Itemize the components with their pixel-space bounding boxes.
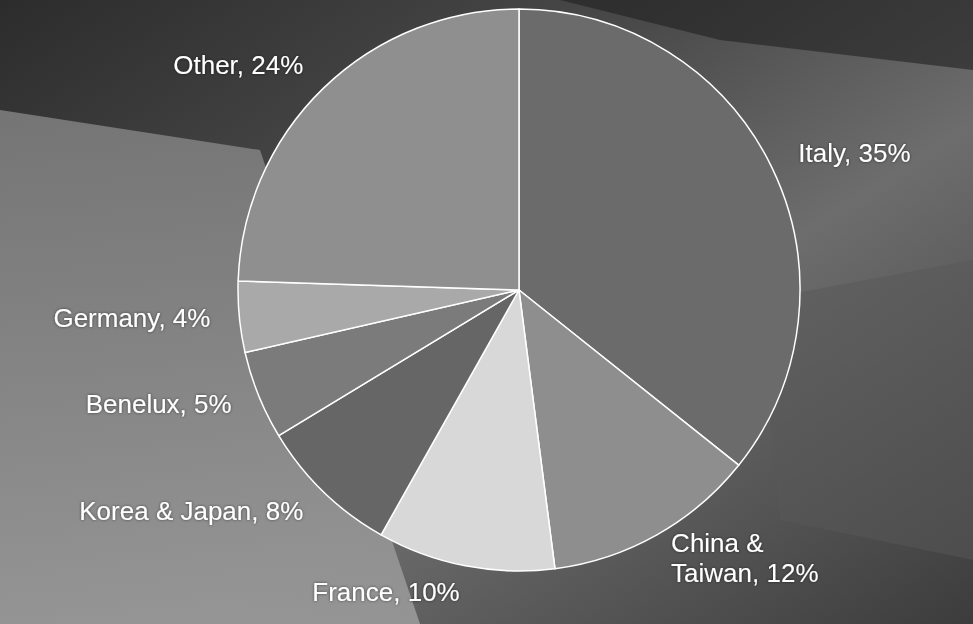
slices: ItalyChina & TaiwanFranceKorea & JapanBe… [238,9,800,571]
slice-label: Benelux, 5% [86,389,232,419]
slice-label: Korea & Japan, 8% [79,496,303,526]
labels: Italy, 35% China &Taiwan, 12% France, 10% K… [53,50,910,607]
chart: ItalyChina & TaiwanFranceKorea & JapanBe… [0,0,973,624]
pie-slice: Germany [238,281,519,353]
slice-label: Other, 24% [173,50,303,80]
slice-label: China &Taiwan, 12% [671,528,818,588]
slice-label: Germany, 4% [53,303,210,333]
pie-slice: China & Taiwan [519,290,739,569]
slice-label: Italy, 35% [798,138,910,168]
background [0,0,973,624]
slice-label: France, 10% [312,577,459,607]
